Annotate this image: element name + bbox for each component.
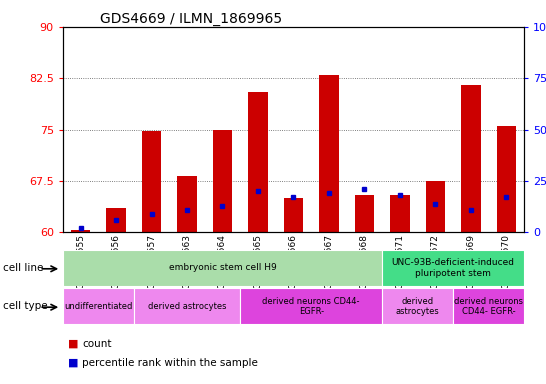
Bar — [134, 288, 240, 324]
Text: percentile rank within the sample: percentile rank within the sample — [82, 358, 258, 368]
Text: ■: ■ — [68, 358, 79, 368]
Bar — [461, 85, 480, 232]
Bar — [426, 181, 445, 232]
Text: UNC-93B-deficient-induced
pluripotent stem: UNC-93B-deficient-induced pluripotent st… — [391, 258, 515, 278]
Text: derived
astrocytes: derived astrocytes — [396, 296, 440, 316]
Bar — [382, 288, 453, 324]
Bar — [284, 198, 303, 232]
Bar — [453, 288, 524, 324]
Bar — [71, 230, 90, 232]
Text: undifferentiated: undifferentiated — [64, 302, 133, 311]
Bar — [355, 195, 374, 232]
Text: embryonic stem cell H9: embryonic stem cell H9 — [169, 263, 276, 272]
Bar — [319, 75, 339, 232]
Text: ■: ■ — [68, 339, 79, 349]
Text: derived neurons
CD44- EGFR-: derived neurons CD44- EGFR- — [454, 296, 523, 316]
Bar — [390, 195, 410, 232]
Text: GDS4669 / ILMN_1869965: GDS4669 / ILMN_1869965 — [100, 12, 282, 26]
Bar — [63, 250, 382, 286]
Text: derived neurons CD44-
EGFR-: derived neurons CD44- EGFR- — [263, 296, 360, 316]
Bar — [248, 92, 268, 232]
Bar — [63, 288, 134, 324]
Bar — [382, 250, 524, 286]
Bar — [177, 176, 197, 232]
Bar — [240, 288, 382, 324]
Bar — [497, 126, 516, 232]
Text: count: count — [82, 339, 111, 349]
Text: cell type: cell type — [3, 301, 48, 311]
Bar — [106, 209, 126, 232]
Bar — [213, 130, 232, 232]
Bar — [142, 131, 161, 232]
Text: derived astrocytes: derived astrocytes — [148, 302, 226, 311]
Text: cell line: cell line — [3, 263, 43, 273]
